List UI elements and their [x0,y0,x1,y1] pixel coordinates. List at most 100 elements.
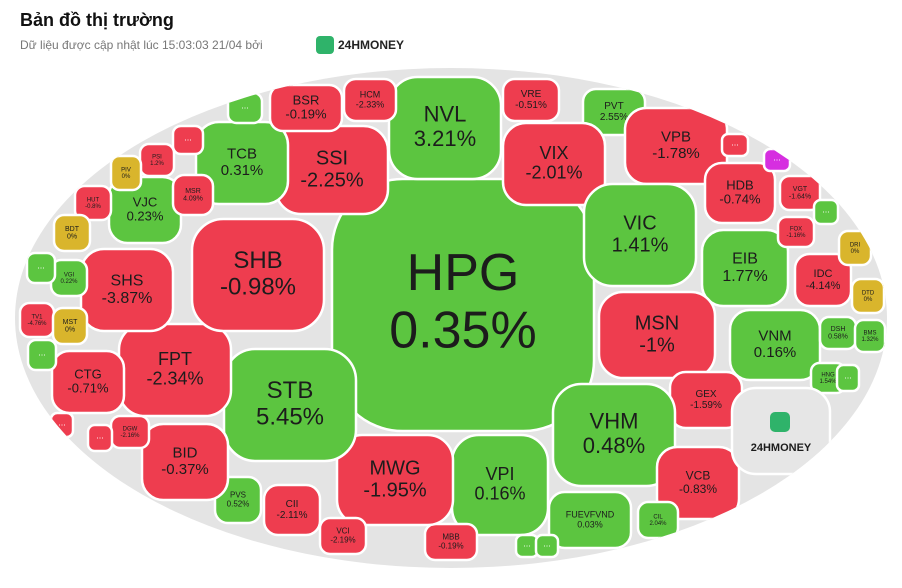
logo-label: 24HMONEY [751,442,812,454]
stock-cell[interactable]: ... [762,147,792,173]
stock-cell[interactable]: ... [25,251,57,285]
ticker: VPB [661,129,691,146]
ticker: BDT [65,226,80,233]
change: 4.09% [183,196,203,203]
more-label: ... [731,137,739,147]
more-label: ... [523,538,531,548]
change: -4.76% [27,321,47,327]
cell-shape [582,182,698,288]
ticker: VGI [64,272,75,278]
stock-cell[interactable]: ... [812,198,840,226]
stock-cell[interactable]: VCI-2.19% [318,516,368,556]
stock-cell[interactable]: BID-0.37% [140,422,230,502]
ticker: VGT [793,186,808,193]
change: 0.03% [577,519,603,529]
stock-cell[interactable]: SSI-2.25% [274,124,390,216]
more-label: ... [96,430,104,440]
ticker: MST [63,319,79,326]
stock-cell[interactable]: BSR-0.19% [268,83,344,133]
ticker: DGW [123,426,138,432]
stock-cell[interactable]: ... [49,411,75,439]
stock-cell[interactable]: CTG-0.71% [50,349,126,415]
stock-cell[interactable]: TV1-4.76% [18,301,56,339]
stock-cell[interactable]: CII-2.11% [262,483,322,537]
cell-shape [835,363,861,393]
stock-cell[interactable]: VCB-0.83% [655,445,741,521]
stock-cell[interactable]: ... [26,338,58,372]
cell-shape [86,423,114,453]
ticker: VIX [539,143,568,163]
change: 3.21% [414,126,476,151]
cell-shape [25,251,57,285]
stock-cell[interactable]: VGT-1.64% [778,174,822,212]
cell-shape [853,318,887,354]
more-label: ... [38,347,46,357]
stock-cell[interactable]: ... [534,533,560,559]
stock-cell[interactable]: ... [835,363,861,393]
stock-cell[interactable]: ... [514,533,540,559]
stock-cell[interactable]: ... [720,132,750,158]
stock-cell[interactable]: IDC-4.14% [793,252,853,308]
stock-cell[interactable]: ... [86,423,114,453]
stock-cell[interactable]: FPT-2.34% [117,322,233,418]
stock-cell[interactable]: FOX-1.16% [776,215,816,249]
ticker: BID [172,445,197,462]
ticker: EIB [732,250,758,267]
cell-shape [171,173,215,217]
brand: 24HMONEY [338,38,404,52]
stock-cell[interactable]: ... [171,124,205,156]
stock-cell[interactable]: SHB-0.98% [190,217,326,333]
cell-shape [776,215,816,249]
more-label: ... [58,417,66,427]
stock-cell[interactable]: HUT-0.8% [73,184,113,222]
stock-cell[interactable]: MWG-1.95% [335,433,455,527]
change: 0.58% [828,334,848,341]
more-label: ... [822,204,830,214]
cell-shape [262,483,322,537]
change: -0.51% [515,100,547,111]
ticker: MWG [369,457,420,479]
stock-cell[interactable]: MSN-1% [597,290,717,380]
change: 0.23% [127,209,164,224]
cell-shape [423,522,479,562]
change: 0.22% [60,279,78,285]
stock-cell[interactable]: HDB-0.74% [703,161,777,225]
stock-cell[interactable]: HCM-2.33% [342,77,398,123]
change: -0.19% [285,107,327,122]
change: 1.77% [722,268,767,285]
change: 0% [851,249,860,255]
ticker: IDC [814,268,833,280]
cell-shape [342,77,398,123]
stock-cell[interactable]: DGW-2.16% [109,414,151,450]
ticker: CTG [74,366,101,381]
ticker: GEX [695,389,716,400]
stock-cell[interactable]: SHS-3.87% [79,247,175,333]
stock-cell[interactable]: VIX-2.01% [501,121,607,207]
change: -1.16% [786,233,806,239]
change: 2.55% [600,112,628,123]
stock-cell[interactable]: ... [226,91,264,125]
stock-cell[interactable]: VRE-0.51% [501,77,561,123]
stock-cell[interactable]: MBB-0.19% [423,522,479,562]
